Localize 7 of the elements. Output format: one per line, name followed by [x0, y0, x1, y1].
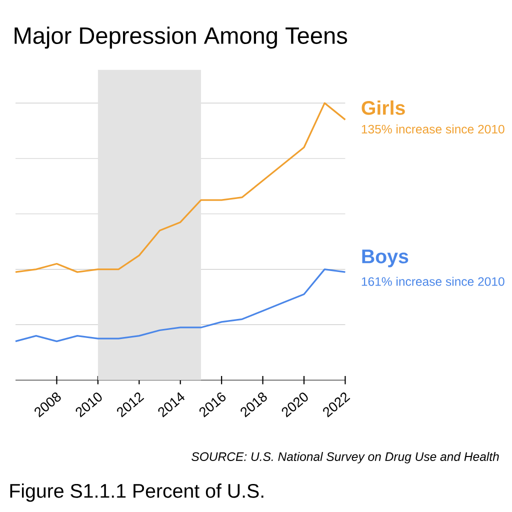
- text: 161% increase since 2010: [362, 276, 504, 286]
- source-note: SOURCE: U.S. National Survey on Drug Use and Health: [192, 452, 499, 464]
- caption: Figure S1.1.1 Percent of U.S.: [10, 483, 264, 502]
- series-label: Girls: [362, 100, 405, 115]
- chart-title: Major Depression Among Teens: [14, 26, 348, 49]
- text: 135% increase since 2010: [362, 124, 504, 134]
- series-label: Boys: [362, 250, 408, 268]
